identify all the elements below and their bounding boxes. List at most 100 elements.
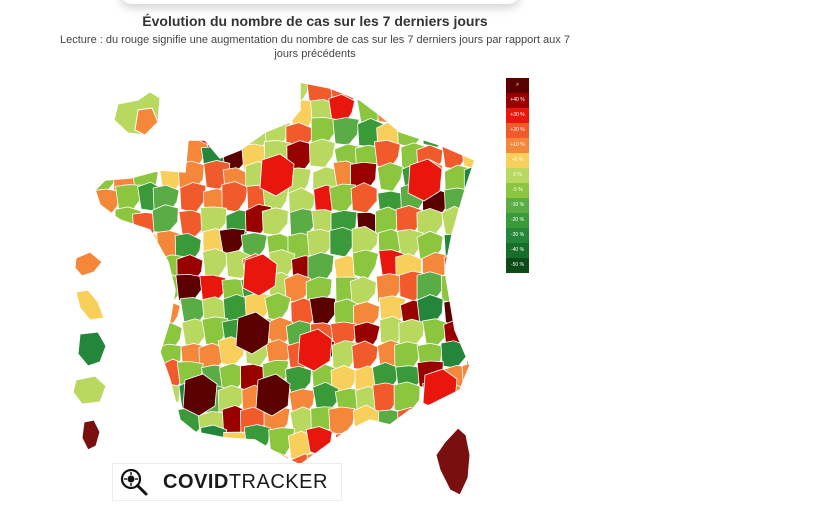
department-region bbox=[95, 94, 116, 126]
department-region bbox=[460, 322, 475, 352]
department-region bbox=[201, 82, 229, 106]
department-region bbox=[108, 357, 135, 388]
department-region bbox=[110, 383, 138, 414]
department-region bbox=[113, 257, 141, 285]
paris-inset-east bbox=[134, 107, 159, 136]
legend-item: +30 % bbox=[506, 108, 529, 123]
department-region bbox=[133, 342, 161, 374]
department-region bbox=[351, 340, 379, 371]
department-region bbox=[459, 299, 475, 328]
department-region bbox=[156, 428, 184, 458]
department-region bbox=[441, 82, 469, 107]
department-region bbox=[218, 101, 246, 130]
department-region bbox=[95, 118, 113, 147]
department-region bbox=[308, 138, 336, 168]
department-region bbox=[396, 447, 424, 465]
legend-item: -50 % bbox=[506, 258, 529, 273]
department-region bbox=[372, 82, 400, 102]
department-region bbox=[407, 158, 443, 202]
department-region bbox=[129, 253, 157, 282]
martinique-region bbox=[75, 289, 105, 321]
department-region bbox=[356, 450, 384, 465]
color-legend: > +40 % +30 % +20 % +10 % +5 % 0 % -5 % -10 % -20… bbox=[506, 78, 529, 273]
department-region bbox=[349, 276, 377, 305]
legend-item: +10 % bbox=[506, 138, 529, 153]
legend-item: -5 % bbox=[506, 183, 529, 198]
brand-name: COVIDTRACKER bbox=[163, 470, 328, 493]
department-region bbox=[264, 292, 292, 321]
reunion-region bbox=[72, 375, 107, 405]
department-region bbox=[398, 427, 426, 458]
department-region bbox=[133, 403, 161, 433]
department-region bbox=[461, 102, 475, 131]
department-region bbox=[200, 424, 228, 456]
department-region bbox=[398, 318, 426, 347]
department-region bbox=[356, 429, 383, 459]
guyane-region bbox=[77, 331, 107, 367]
subtitle-line-2: jours précédents bbox=[274, 48, 356, 60]
department-region bbox=[328, 406, 356, 436]
department-region bbox=[375, 95, 403, 124]
corsica-region bbox=[435, 427, 471, 496]
department-region bbox=[111, 319, 139, 350]
department-region bbox=[352, 249, 379, 280]
department-region bbox=[133, 359, 161, 392]
chart-title: Évolution du nombre de cas sur les 7 der… bbox=[142, 13, 488, 29]
department-region bbox=[373, 431, 400, 462]
department-region bbox=[416, 82, 444, 103]
department-region bbox=[95, 139, 116, 168]
department-region bbox=[151, 204, 179, 234]
department-region bbox=[108, 141, 136, 174]
department-region bbox=[155, 123, 183, 154]
department-region bbox=[132, 298, 160, 330]
department-region bbox=[462, 384, 475, 416]
department-region bbox=[397, 407, 425, 436]
department-region bbox=[130, 383, 158, 414]
legend-item: -10 % bbox=[506, 198, 529, 213]
department-region bbox=[393, 381, 421, 413]
department-region bbox=[156, 82, 184, 105]
department-region bbox=[109, 295, 137, 324]
department-region bbox=[202, 248, 230, 279]
department-region bbox=[153, 382, 180, 412]
department-region bbox=[416, 96, 444, 126]
department-region bbox=[114, 429, 142, 461]
department-region bbox=[351, 226, 379, 256]
department-region bbox=[466, 249, 475, 283]
department-region bbox=[350, 182, 378, 214]
department-region bbox=[309, 296, 336, 328]
mayotte-region bbox=[81, 419, 101, 451]
department-region bbox=[283, 82, 311, 105]
department-region bbox=[464, 187, 475, 219]
department-region bbox=[416, 406, 444, 437]
department-region bbox=[373, 139, 401, 171]
legend-item: +40 % bbox=[506, 93, 529, 108]
department-region bbox=[132, 229, 160, 260]
subtitle-line-1: Lecture : du rouge signifie une augmenta… bbox=[60, 34, 570, 46]
department-region bbox=[111, 336, 139, 367]
department-region bbox=[235, 311, 271, 355]
department-region bbox=[265, 82, 293, 103]
department-region bbox=[245, 82, 273, 105]
department-region bbox=[196, 99, 223, 130]
department-region bbox=[441, 205, 469, 237]
department-region bbox=[130, 322, 158, 352]
department-region bbox=[332, 117, 360, 146]
department-region bbox=[241, 97, 269, 130]
department-region bbox=[261, 207, 289, 236]
department-region bbox=[466, 341, 475, 372]
department-region bbox=[242, 253, 278, 297]
department-region bbox=[153, 299, 181, 329]
department-region bbox=[440, 406, 468, 435]
department-region bbox=[373, 449, 401, 465]
guadeloupe-region bbox=[74, 251, 103, 277]
department-region bbox=[112, 271, 140, 303]
department-region bbox=[376, 162, 404, 192]
chart-subtitle: Lecture : du rouge signifie une augmenta… bbox=[40, 33, 590, 61]
virus-magnifier-icon bbox=[120, 468, 148, 496]
department-region bbox=[180, 99, 208, 129]
department-region bbox=[95, 82, 117, 106]
legend-item: > bbox=[506, 78, 529, 93]
legend-item: +20 % bbox=[506, 123, 529, 138]
department-region bbox=[462, 118, 475, 147]
